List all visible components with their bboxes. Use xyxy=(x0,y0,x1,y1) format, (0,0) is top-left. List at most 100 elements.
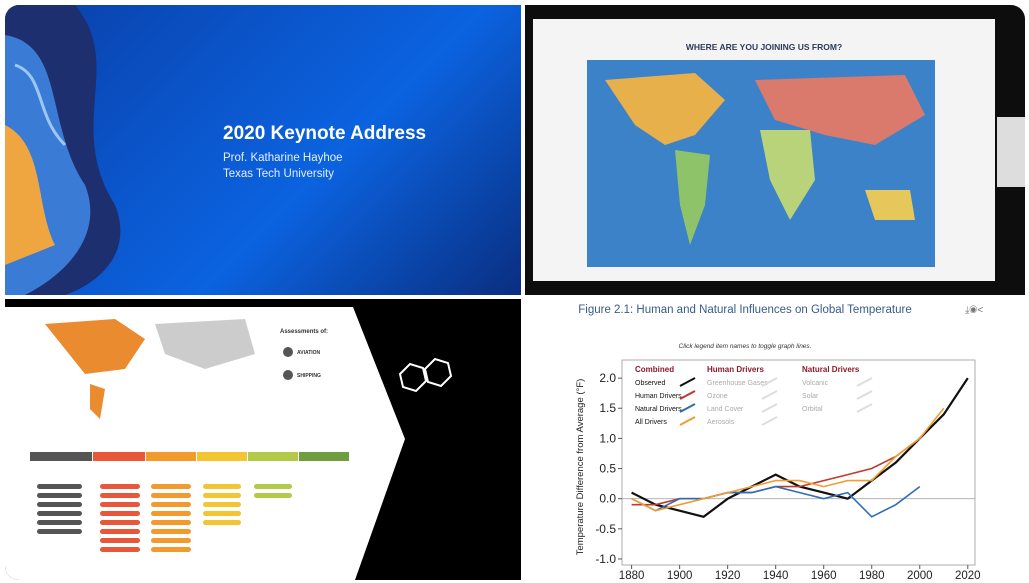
y-axis-label: Temperature Difference from Average (°F) xyxy=(575,379,586,556)
pill xyxy=(151,538,191,543)
pill xyxy=(254,493,292,498)
pill xyxy=(254,484,292,489)
pill xyxy=(37,520,82,525)
assessments-slide[interactable]: Assessments of: AVIATION SHIPPING xyxy=(5,299,521,580)
legend-group-title: Natural Drivers xyxy=(802,365,860,374)
pill xyxy=(100,520,140,525)
x-tick-label: 1900 xyxy=(667,570,693,580)
series-line xyxy=(632,438,920,504)
pill xyxy=(151,502,191,507)
legend-label: Orbital xyxy=(802,406,823,413)
legend-swatch xyxy=(857,404,872,412)
share-icons[interactable]: ⤓◉< xyxy=(965,305,983,316)
legend-swatch xyxy=(857,391,872,399)
legend-item: SHIPPING xyxy=(297,373,321,379)
pill xyxy=(100,538,140,543)
plot-frame xyxy=(622,360,975,565)
pill xyxy=(100,529,140,534)
hexagon xyxy=(400,364,426,391)
pill xyxy=(151,529,191,534)
header-bar xyxy=(93,452,145,461)
legend-label: Observed xyxy=(635,380,665,387)
legend-swatch xyxy=(680,404,695,412)
legend-label: Aerosols xyxy=(707,419,735,426)
header-bar xyxy=(299,452,349,461)
pill xyxy=(203,484,241,489)
pill xyxy=(151,520,191,525)
x-tick-label: 1960 xyxy=(811,570,837,580)
legend-swatch xyxy=(857,378,872,386)
pill xyxy=(203,493,241,498)
y-tick-label: 1.5 xyxy=(599,401,616,415)
legend-label: Solar xyxy=(802,393,819,400)
pill xyxy=(151,547,191,552)
pill xyxy=(100,511,140,516)
hexagon xyxy=(425,359,451,386)
x-tick-label: 2020 xyxy=(955,570,981,580)
map-art: WHERE ARE YOU JOINING US FROM? xyxy=(525,5,1025,295)
column-headers xyxy=(30,452,349,461)
x-tick-label: 1920 xyxy=(715,570,741,580)
chart-slide[interactable]: Figure 2.1: Human and Natural Influences… xyxy=(525,299,1025,580)
legend-swatch xyxy=(680,417,695,425)
pill xyxy=(203,511,241,516)
x-tick-label: 2000 xyxy=(907,570,933,580)
y-tick-label: 1.0 xyxy=(599,431,616,445)
legend-swatch xyxy=(762,417,777,425)
pill xyxy=(37,493,82,498)
slide-affiliation: Texas Tech University xyxy=(223,168,334,180)
y-tick-label: 2.0 xyxy=(599,371,616,385)
legend-swatch xyxy=(762,391,777,399)
y-tick-label: 0.5 xyxy=(599,462,616,476)
legend-label: Greenhouse Gases xyxy=(707,380,768,387)
pill xyxy=(100,493,140,498)
y-tick-label: -0.5 xyxy=(595,522,616,536)
assessments-art: Assessments of: AVIATION SHIPPING xyxy=(5,299,521,580)
image-grid: 2020 Keynote Address Prof. Katharine Hay… xyxy=(0,0,1029,583)
pill xyxy=(203,520,241,525)
slide-title: 2020 Keynote Address xyxy=(223,123,426,144)
chart: Figure 2.1: Human and Natural Influences… xyxy=(525,299,1025,580)
legend-icon xyxy=(283,347,293,357)
pill xyxy=(100,484,140,489)
chart-subtitle: Click legend item names to toggle graph … xyxy=(679,343,812,350)
pill xyxy=(37,529,82,534)
pill xyxy=(37,484,82,489)
keynote-art: 2020 Keynote Address Prof. Katharine Hay… xyxy=(5,5,521,295)
legend-item: AVIATION xyxy=(297,350,321,356)
series-line xyxy=(632,487,920,517)
pill xyxy=(37,511,82,516)
x-tick-label: 1980 xyxy=(859,570,885,580)
legend-group-title: Combined xyxy=(635,365,674,374)
pill xyxy=(203,502,241,507)
keynote-slide[interactable]: 2020 Keynote Address Prof. Katharine Hay… xyxy=(5,5,521,295)
x-tick-label: 1940 xyxy=(763,570,789,580)
header-bar xyxy=(146,452,196,461)
legend-swatch xyxy=(680,391,695,399)
legend-group-title: Human Drivers xyxy=(707,365,764,374)
y-tick-label: -1.0 xyxy=(595,552,616,566)
video-tile xyxy=(997,117,1025,187)
legend-label: Volcanic xyxy=(802,380,829,387)
x-tick-label: 1880 xyxy=(619,570,645,580)
pill xyxy=(37,502,82,507)
legend-swatch xyxy=(680,378,695,386)
legend-icon xyxy=(283,370,293,380)
header-bar xyxy=(30,452,92,461)
header-bar xyxy=(248,452,298,461)
map-header: WHERE ARE YOU JOINING US FROM? xyxy=(686,42,842,52)
map-slide[interactable]: WHERE ARE YOU JOINING US FROM? xyxy=(525,5,1025,295)
legend-label: All Drivers xyxy=(635,419,667,426)
legend-label: Land Cover xyxy=(707,406,744,413)
chart-title: Figure 2.1: Human and Natural Influences… xyxy=(578,304,911,316)
hexagons xyxy=(400,359,451,391)
pill xyxy=(151,511,191,516)
pill xyxy=(100,502,140,507)
y-tick-label: 0.0 xyxy=(599,492,616,506)
pill xyxy=(151,493,191,498)
legend-swatch xyxy=(762,404,777,412)
pill xyxy=(100,547,140,552)
series-line xyxy=(632,408,944,511)
legend-heading: Assessments of: xyxy=(280,329,328,335)
legend-label: Human Drivers xyxy=(635,393,682,400)
